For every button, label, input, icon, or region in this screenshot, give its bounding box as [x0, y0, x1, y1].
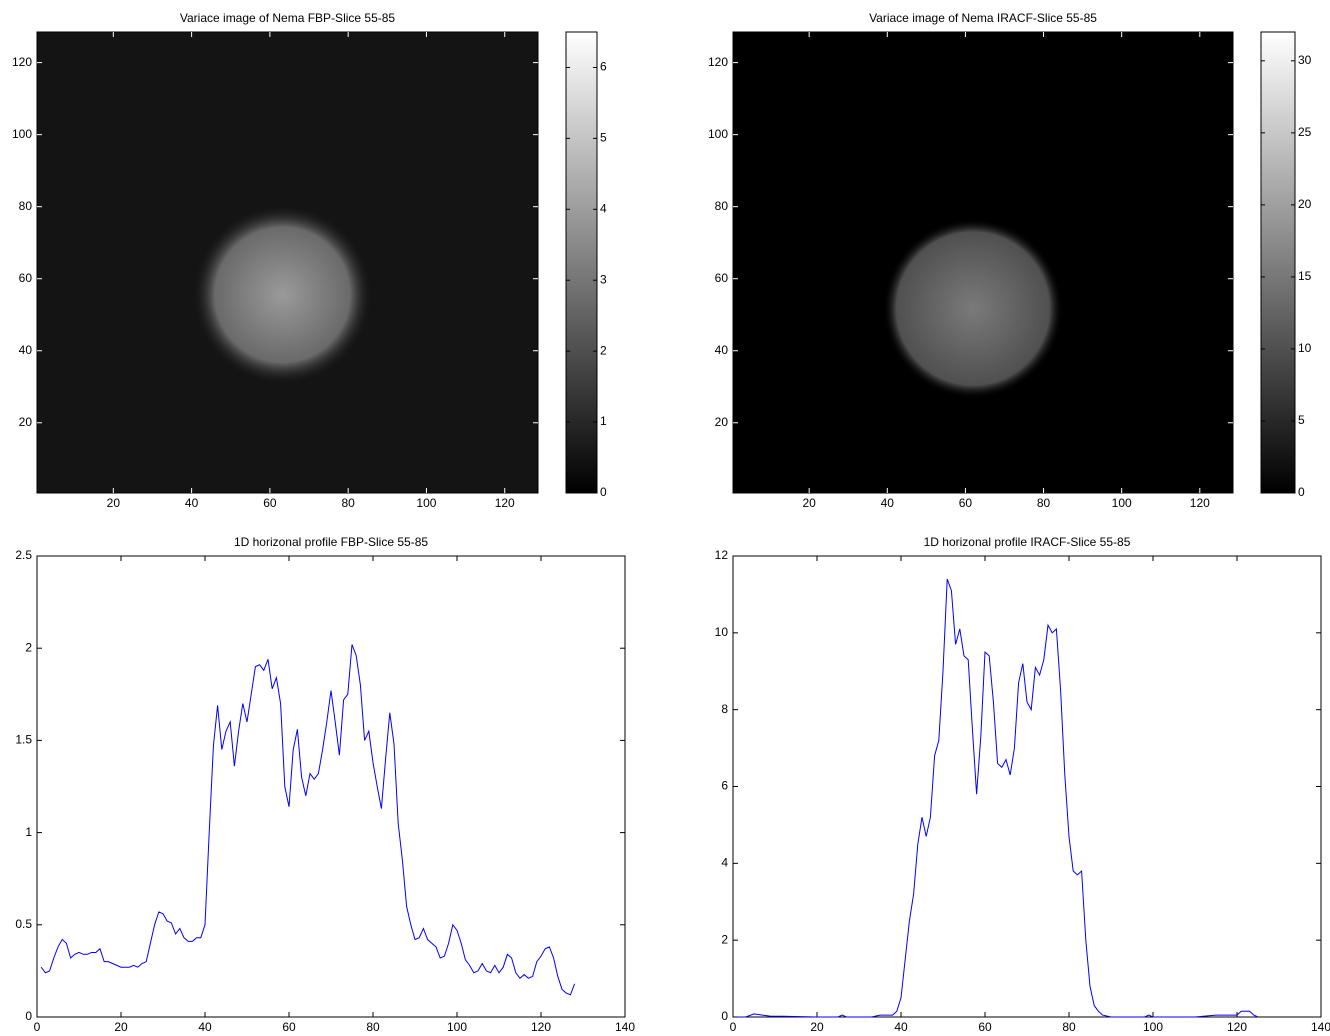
profile-line: [737, 578, 1259, 1018]
colorbar-tick-label: 2: [600, 343, 607, 357]
x-tick-label: 60: [282, 1020, 296, 1034]
y-tick-label: 20: [715, 415, 729, 429]
x-tick-label: 40: [894, 1020, 908, 1034]
x-tick-label: 100: [1143, 1020, 1163, 1034]
y-tick-label: 4: [721, 856, 728, 870]
y-tick-label: 12: [715, 548, 729, 562]
colorbar-tick-label: 0: [1298, 485, 1305, 499]
x-tick-label: 120: [531, 1020, 551, 1034]
y-tick-label: 120: [708, 55, 728, 69]
colorbar-tick-label: 3: [600, 272, 607, 286]
image-glow: [192, 204, 373, 385]
y-tick-label: 8: [721, 702, 728, 716]
y-tick-label: 2: [721, 932, 728, 946]
y-tick-label: 10: [715, 625, 729, 639]
colorbar: [1260, 31, 1296, 494]
colorbar: [565, 31, 598, 494]
x-tick-label: 100: [416, 496, 436, 510]
x-tick-label: 20: [810, 1020, 824, 1034]
x-tick-label: 100: [447, 1020, 467, 1034]
y-tick-label: 40: [19, 343, 33, 357]
y-tick-label: 2.5: [15, 548, 32, 562]
y-tick-label: 2: [25, 640, 32, 654]
x-tick-label: 40: [198, 1020, 212, 1034]
y-tick-label: 1.5: [15, 733, 32, 747]
x-tick-label: 60: [263, 496, 277, 510]
x-tick-label: 0: [730, 1020, 737, 1034]
axes-box: [36, 31, 539, 494]
colorbar-tick-label: 6: [600, 60, 607, 74]
y-tick-label: 80: [19, 199, 33, 213]
y-tick-label: 6: [721, 779, 728, 793]
x-tick-label: 80: [366, 1020, 380, 1034]
y-tick-label: 1: [25, 825, 32, 839]
chart-title: 1D horizonal profile FBP-Slice 55-85: [234, 535, 428, 549]
colorbar-tick-label: 25: [1298, 125, 1312, 139]
colorbar-tick-label: 4: [600, 201, 607, 215]
colorbar-tick-label: 15: [1298, 269, 1312, 283]
x-tick-label: 40: [185, 496, 199, 510]
y-tick-label: 0.5: [15, 917, 32, 931]
axes-box: [732, 555, 1322, 1018]
x-tick-label: 120: [1190, 496, 1210, 510]
y-tick-label: 20: [19, 415, 33, 429]
y-tick-label: 120: [12, 55, 32, 69]
x-tick-label: 100: [1112, 496, 1132, 510]
x-tick-label: 80: [1062, 1020, 1076, 1034]
colorbar-tick-label: 5: [1298, 413, 1305, 427]
x-tick-label: 20: [107, 496, 121, 510]
x-tick-label: 140: [615, 1020, 635, 1034]
y-tick-label: 100: [12, 127, 32, 141]
y-tick-label: 100: [708, 127, 728, 141]
chart-title: 1D horizonal profile IRACF-Slice 55-85: [924, 535, 1131, 549]
colorbar-tick-label: 5: [600, 131, 607, 145]
x-tick-label: 60: [978, 1020, 992, 1034]
colorbar-tick-label: 30: [1298, 53, 1312, 67]
chart-title: Variace image of Nema IRACF-Slice 55-85: [869, 11, 1097, 25]
colorbar-tick-label: 1: [600, 414, 607, 428]
x-tick-label: 0: [34, 1020, 41, 1034]
x-tick-label: 80: [1037, 496, 1051, 510]
x-tick-label: 120: [1227, 1020, 1247, 1034]
x-tick-label: 20: [802, 496, 816, 510]
x-tick-label: 80: [341, 496, 355, 510]
x-tick-label: 20: [114, 1020, 128, 1034]
y-tick-label: 0: [721, 1009, 728, 1023]
y-tick-label: 80: [715, 199, 729, 213]
x-tick-label: 140: [1311, 1020, 1330, 1034]
x-tick-label: 40: [881, 496, 895, 510]
y-tick-label: 0: [25, 1009, 32, 1023]
y-tick-label: 60: [715, 271, 729, 285]
axes-box: [732, 31, 1234, 494]
profile-line: [40, 644, 576, 996]
axes-box: [36, 555, 626, 1018]
x-tick-label: 60: [959, 496, 973, 510]
x-tick-label: 120: [495, 496, 515, 510]
colorbar-tick-label: 20: [1298, 197, 1312, 211]
image-glow: [883, 218, 1063, 399]
colorbar-tick-label: 10: [1298, 341, 1312, 355]
chart-title: Variace image of Nema FBP-Slice 55-85: [180, 11, 396, 25]
colorbar-tick-label: 0: [600, 485, 607, 499]
y-tick-label: 40: [715, 343, 729, 357]
y-tick-label: 60: [19, 271, 33, 285]
